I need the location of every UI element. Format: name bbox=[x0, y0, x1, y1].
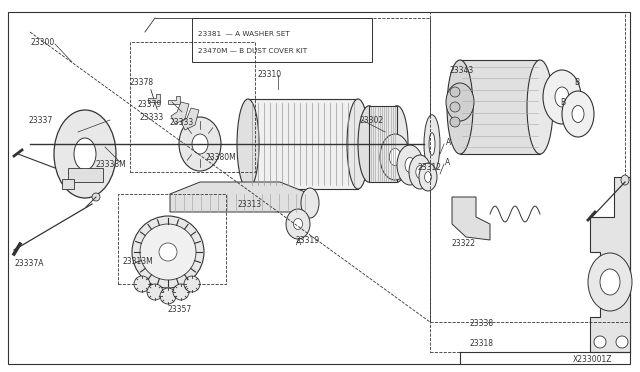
Ellipse shape bbox=[159, 243, 177, 261]
Ellipse shape bbox=[600, 269, 620, 295]
Ellipse shape bbox=[286, 209, 310, 239]
Ellipse shape bbox=[160, 288, 176, 304]
Ellipse shape bbox=[450, 102, 460, 112]
Text: 23313: 23313 bbox=[238, 199, 262, 208]
Ellipse shape bbox=[424, 172, 431, 182]
Ellipse shape bbox=[54, 110, 116, 198]
Ellipse shape bbox=[543, 70, 581, 124]
Ellipse shape bbox=[429, 133, 435, 155]
Text: 23337: 23337 bbox=[28, 115, 52, 125]
Text: 23470M — B DUST COVER KIT: 23470M — B DUST COVER KIT bbox=[198, 48, 307, 54]
Ellipse shape bbox=[562, 91, 594, 137]
Ellipse shape bbox=[380, 134, 410, 180]
Text: B: B bbox=[574, 77, 579, 87]
Text: 23322: 23322 bbox=[452, 240, 476, 248]
Text: 23313M: 23313M bbox=[122, 257, 153, 266]
Ellipse shape bbox=[621, 175, 629, 185]
Ellipse shape bbox=[450, 117, 460, 127]
Ellipse shape bbox=[616, 336, 628, 348]
Ellipse shape bbox=[132, 216, 204, 288]
Text: B: B bbox=[560, 97, 565, 106]
Text: 23319: 23319 bbox=[296, 235, 320, 244]
Text: 23378: 23378 bbox=[130, 77, 154, 87]
Text: 23333: 23333 bbox=[140, 112, 164, 122]
Ellipse shape bbox=[134, 276, 150, 292]
Ellipse shape bbox=[237, 99, 259, 189]
Polygon shape bbox=[590, 177, 630, 352]
Text: 23300: 23300 bbox=[30, 38, 54, 46]
Polygon shape bbox=[168, 96, 180, 104]
Text: X233001Z: X233001Z bbox=[573, 356, 612, 365]
Text: 23333: 23333 bbox=[170, 118, 195, 126]
Ellipse shape bbox=[555, 87, 569, 107]
Text: 23337A: 23337A bbox=[14, 260, 44, 269]
Ellipse shape bbox=[92, 193, 100, 201]
Bar bbox=[192, 18, 372, 62]
Ellipse shape bbox=[594, 336, 606, 348]
Bar bbox=[430, 12, 625, 352]
Text: 23310: 23310 bbox=[258, 70, 282, 78]
Ellipse shape bbox=[450, 87, 460, 97]
Ellipse shape bbox=[447, 60, 473, 154]
Bar bbox=[68, 168, 103, 182]
Bar bbox=[248, 99, 358, 189]
Bar bbox=[118, 194, 226, 284]
Text: A: A bbox=[296, 237, 301, 247]
Ellipse shape bbox=[397, 145, 423, 185]
Polygon shape bbox=[452, 197, 490, 240]
Text: 23302: 23302 bbox=[360, 115, 384, 125]
Bar bbox=[369, 106, 397, 182]
Ellipse shape bbox=[173, 284, 189, 300]
Text: 23381  — A WASHER SET: 23381 — A WASHER SET bbox=[198, 31, 290, 37]
Text: 23380M: 23380M bbox=[205, 153, 236, 161]
Ellipse shape bbox=[347, 99, 369, 189]
Ellipse shape bbox=[527, 60, 553, 154]
Ellipse shape bbox=[140, 224, 196, 280]
Text: 23338M: 23338M bbox=[95, 160, 125, 169]
Ellipse shape bbox=[405, 157, 415, 173]
Bar bbox=[460, 60, 540, 154]
Polygon shape bbox=[148, 94, 160, 102]
Ellipse shape bbox=[424, 115, 440, 173]
Text: 23338: 23338 bbox=[470, 320, 494, 328]
Bar bbox=[130, 42, 255, 172]
Bar bbox=[62, 179, 74, 189]
Text: A: A bbox=[445, 157, 451, 167]
Text: 23343: 23343 bbox=[450, 65, 474, 74]
Text: 23357: 23357 bbox=[168, 305, 192, 314]
Ellipse shape bbox=[419, 163, 437, 191]
Ellipse shape bbox=[147, 284, 163, 300]
Polygon shape bbox=[181, 108, 199, 130]
Ellipse shape bbox=[358, 106, 380, 182]
Polygon shape bbox=[170, 182, 310, 212]
Ellipse shape bbox=[192, 134, 208, 154]
Ellipse shape bbox=[301, 188, 319, 218]
Text: 23379: 23379 bbox=[138, 99, 163, 109]
Ellipse shape bbox=[294, 218, 303, 230]
Ellipse shape bbox=[416, 166, 424, 179]
Ellipse shape bbox=[588, 253, 632, 311]
Ellipse shape bbox=[74, 138, 96, 170]
Ellipse shape bbox=[409, 155, 431, 189]
Polygon shape bbox=[171, 102, 189, 124]
Text: 23318: 23318 bbox=[470, 340, 494, 349]
Text: A: A bbox=[446, 138, 451, 147]
Ellipse shape bbox=[179, 117, 221, 171]
Ellipse shape bbox=[184, 276, 200, 292]
Ellipse shape bbox=[572, 106, 584, 122]
Ellipse shape bbox=[389, 148, 401, 166]
Ellipse shape bbox=[446, 83, 474, 121]
Ellipse shape bbox=[386, 106, 408, 182]
Text: 23312: 23312 bbox=[418, 163, 442, 171]
